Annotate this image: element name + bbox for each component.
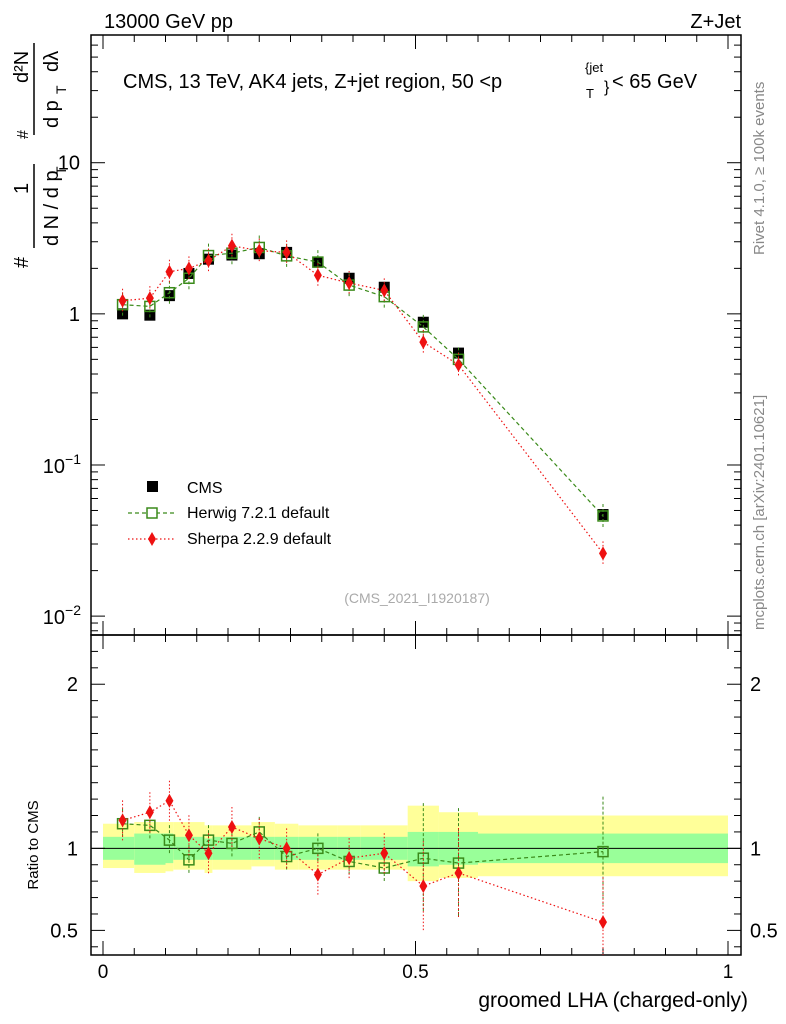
ratio-point-sherpa: [419, 879, 428, 894]
y-label-one: 1: [11, 183, 33, 194]
ratio-y-label: Ratio to CMS: [25, 800, 42, 889]
point-sherpa: [282, 245, 291, 260]
analysis-id: (CMS_2021_I1920187): [344, 590, 490, 606]
header-right: Z+Jet: [690, 11, 741, 33]
y-label-dp-sub: T: [53, 85, 69, 94]
ratio-tick-label-right: 2: [750, 674, 761, 696]
series-line-1: [122, 246, 604, 517]
ratio-point-sherpa: [255, 831, 264, 846]
point-sherpa: [454, 357, 463, 372]
ratio-point-sherpa: [313, 867, 322, 882]
point-sherpa: [313, 268, 322, 283]
ratio-frame: [90, 634, 742, 956]
point-sherpa: [118, 293, 127, 308]
point-sherpa: [204, 253, 213, 268]
ratio-point-herwig: [312, 842, 324, 855]
axis-ticks: 0 0.5 1 10−2 10−1 1 10 0.5 0.5 1 1 2 2: [43, 34, 778, 983]
band-inner-1: [134, 833, 166, 865]
title-main: CMS, 13 TeV, AK4 jets, Z+jet region, 50 …: [123, 71, 502, 93]
legend-label-cms: CMS: [187, 480, 223, 497]
legend-marker-sherpa: [148, 532, 156, 546]
plot-title: CMS, 13 TeV, AK4 jets, Z+jet region, 50 …: [123, 60, 698, 101]
ratio-tick-label-right: 0.5: [750, 920, 778, 942]
point-herwig: [163, 286, 176, 299]
x-tick-label: 0: [98, 962, 109, 983]
title-tail: < 65 GeV: [612, 71, 698, 93]
y-label-dl: dλ: [41, 51, 63, 72]
x-tick-label: 0.5: [402, 962, 428, 983]
point-cms: [163, 290, 175, 302]
point-sherpa: [255, 243, 264, 258]
ratio-point-sherpa: [227, 820, 236, 834]
ratio-point-sherpa: [165, 793, 174, 808]
header-left: 13000 GeV pp: [104, 11, 233, 33]
main-series: [116, 233, 609, 566]
legend-label-herwig: Herwig 7.2.1 default: [187, 505, 330, 522]
y-label-hash1: #: [11, 256, 33, 268]
legend-label-sherpa: Sherpa 2.2.9 default: [187, 531, 332, 548]
ratio-point-herwig: [597, 845, 609, 858]
x-tick-label: 1: [723, 962, 734, 983]
y-label-hash2: #: [15, 130, 32, 139]
ratio-tick-label-left: 2: [67, 674, 78, 696]
point-sherpa: [599, 546, 607, 561]
point-sherpa: [184, 261, 193, 276]
point-sherpa: [227, 238, 236, 253]
ratio-point-sherpa: [599, 915, 607, 930]
title-sup: {jet: [585, 60, 603, 75]
x-axis-label: groomed LHA (charged-only): [478, 989, 748, 1012]
ratio-point-sherpa: [145, 805, 154, 820]
point-sherpa: [419, 335, 428, 350]
point-sherpa: [165, 264, 174, 279]
ratio-point-sherpa: [204, 846, 213, 861]
ratio-point-sherpa: [380, 846, 389, 861]
ratio-line-2: [122, 799, 604, 923]
y-label-den1: d N / d p: [41, 170, 63, 246]
y-label-dp: d p: [41, 100, 63, 128]
point-herwig: [417, 321, 430, 333]
rivet-label: Rivet 4.1.0, ≥ 100k events: [751, 82, 768, 255]
legend-marker-cms: [147, 481, 158, 492]
ratio-series: [116, 780, 609, 955]
ratio-line-1: [122, 823, 604, 869]
title-sup-close: }: [604, 79, 610, 96]
y-label-num: d²N: [11, 51, 33, 83]
y-tick-label: 1: [69, 304, 80, 326]
ratio-point-sherpa: [454, 865, 463, 880]
series-line-2: [122, 245, 604, 554]
point-sherpa: [380, 283, 389, 298]
mcplots-label: mcplots.cern.ch [arXiv:2401.10621]: [751, 395, 768, 630]
y-axis-label: # 1 d N / d p T # d²N d p T dλ: [11, 43, 69, 268]
ratio-point-sherpa: [345, 851, 354, 866]
y-tick-label: 10−1: [43, 451, 81, 478]
ratio-point-herwig: [226, 837, 238, 850]
ratio-point-sherpa: [184, 828, 193, 843]
ratio-point-herwig: [163, 834, 176, 846]
point-herwig: [597, 510, 609, 522]
ratio-tick-label-right: 1: [750, 838, 761, 860]
point-sherpa: [145, 291, 154, 306]
legend: CMS Herwig 7.2.1 default Sherpa 2.2.9 de…: [128, 480, 332, 548]
y-tick-label: 10−2: [43, 602, 81, 629]
point-sherpa: [345, 276, 354, 291]
legend-marker-herwig: [146, 507, 158, 519]
y-label-den1-sub: T: [53, 166, 69, 175]
y-tick-label: 10: [58, 153, 80, 175]
title-sub: T: [586, 86, 594, 101]
ratio-tick-label-left: 0.5: [50, 920, 78, 942]
ratio-point-sherpa: [118, 813, 127, 828]
ratio-tick-label-left: 1: [67, 838, 78, 860]
ratio-point-sherpa: [282, 841, 291, 856]
